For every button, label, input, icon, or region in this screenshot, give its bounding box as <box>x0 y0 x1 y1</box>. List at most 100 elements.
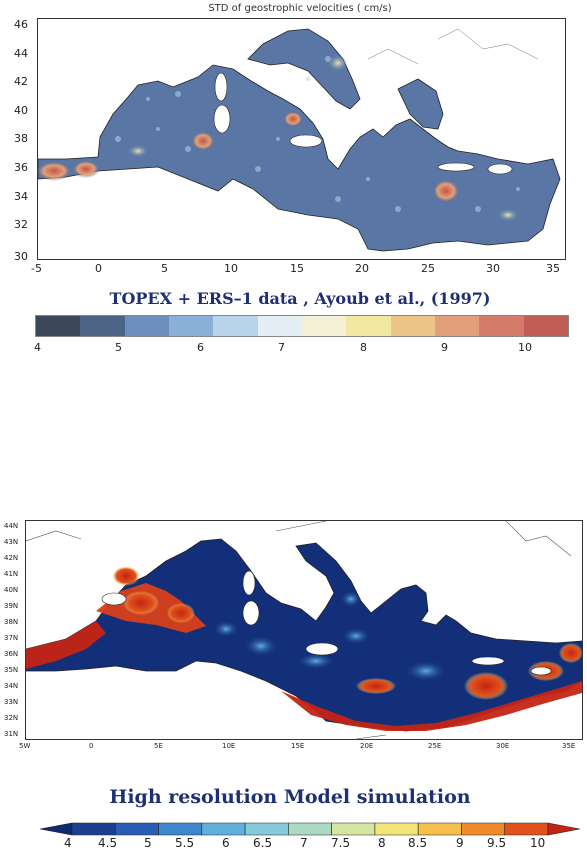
top-colorbar-label: 9 <box>441 341 448 354</box>
top-colorbar <box>35 315 569 337</box>
bottom-y-tick: 33N <box>4 698 19 706</box>
top-map-frame <box>37 18 566 260</box>
bottom-colorbar-label: 10 <box>530 836 546 850</box>
top-x-tick: 30 <box>486 262 500 275</box>
bottom-colorbar-label: 8.5 <box>408 836 428 850</box>
bottom-colorbar-swatch <box>158 822 203 836</box>
top-colorbar-swatch <box>213 316 258 336</box>
bottom-colorbar-swatch <box>288 822 332 836</box>
bottom-colorbar-label: 4 <box>64 836 72 850</box>
bottom-colorbar-label: 9.5 <box>487 836 507 850</box>
top-colorbar-swatch <box>168 316 214 336</box>
top-x-tick: 35 <box>546 262 560 275</box>
top-hotspots <box>38 55 518 221</box>
bottom-y-tick: 37N <box>4 634 19 642</box>
bottom-x-tick: 5E <box>154 742 163 750</box>
bottom-y-tick: 41N <box>4 570 19 578</box>
top-y-tick: 34 <box>14 190 28 203</box>
top-sea-area <box>38 28 561 252</box>
top-islands <box>213 72 513 175</box>
top-colorbar-swatch <box>80 316 125 336</box>
top-x-tick: 0 <box>95 262 102 275</box>
top-colorbar-swatch <box>257 316 302 336</box>
bottom-y-tick: 31N <box>4 730 19 738</box>
bottom-x-tick: 35E <box>562 742 576 750</box>
top-colorbar-label: 6 <box>197 341 204 354</box>
bottom-y-tick: 35N <box>4 666 19 674</box>
bottom-colorbar-label: 8 <box>378 836 386 850</box>
top-colorbar-label: 5 <box>115 341 122 354</box>
top-colorbar-label: 10 <box>518 341 532 354</box>
top-map-title: STD of geostrophic velocities ( cm/s) <box>208 3 392 14</box>
bottom-colorbar-swatch <box>39 822 73 836</box>
top-colorbar-swatch <box>301 316 347 336</box>
top-speckles <box>115 56 520 212</box>
top-x-tick: -5 <box>31 262 42 275</box>
top-y-tick: 32 <box>14 218 28 231</box>
bottom-colorbar-label: 5.5 <box>175 836 195 850</box>
top-colorbar-swatch <box>124 316 169 336</box>
bottom-colorbar-swatch <box>244 822 289 836</box>
top-colorbar-label: 4 <box>34 341 41 354</box>
top-colorbar-label: 8 <box>360 341 367 354</box>
bottom-map-frame <box>25 520 583 740</box>
bottom-y-tick: 42N <box>4 554 19 562</box>
bottom-colorbar-swatch <box>114 822 159 836</box>
top-x-tick: 25 <box>421 262 435 275</box>
bottom-caption: High resolution Model simulation <box>109 786 471 808</box>
top-x-tick: 20 <box>355 262 369 275</box>
bottom-cyan-eddies <box>214 591 446 681</box>
bottom-colorbar-label: 4.5 <box>98 836 118 850</box>
top-x-tick: 15 <box>290 262 304 275</box>
bottom-y-tick: 40N <box>4 586 19 594</box>
bottom-colorbar-swatch <box>547 822 581 836</box>
bottom-islands <box>101 570 552 676</box>
bottom-colorbar-swatch <box>374 822 419 836</box>
bottom-x-tick: 5W <box>19 742 31 750</box>
bottom-y-tick: 36N <box>4 650 19 658</box>
top-colorbar-swatch <box>479 316 524 336</box>
bottom-colorbar-label: 7.5 <box>331 836 351 850</box>
bottom-y-tick: 34N <box>4 682 19 690</box>
bottom-x-tick: 25E <box>428 742 442 750</box>
bottom-x-tick: 15E <box>291 742 305 750</box>
bottom-colorbar-label: 5 <box>144 836 152 850</box>
bottom-hotspots <box>112 566 582 700</box>
bottom-colorbar-swatch <box>504 822 549 836</box>
top-x-tick: 5 <box>161 262 168 275</box>
bottom-colorbar <box>39 822 581 836</box>
bottom-x-tick: 0 <box>89 742 94 750</box>
bottom-colorbar-label: 6 <box>222 836 230 850</box>
top-colorbar-swatch <box>434 316 480 336</box>
top-y-tick: 46 <box>14 18 28 31</box>
top-colorbar-swatch <box>523 316 568 336</box>
bottom-colorbar-label: 6.5 <box>253 836 273 850</box>
top-caption: TOPEX + ERS–1 data , Ayoub et al., (1997… <box>109 289 491 308</box>
bottom-colorbar-swatch <box>461 822 506 836</box>
top-map-sea-field <box>38 28 561 252</box>
bottom-colorbar-swatch <box>331 822 376 836</box>
top-land-borders <box>367 28 539 65</box>
bottom-colorbar-swatch <box>71 822 116 836</box>
top-x-tick: 10 <box>224 262 238 275</box>
top-y-tick: 44 <box>14 47 28 60</box>
bottom-y-tick: 38N <box>4 618 19 626</box>
bottom-colorbar-label: 7 <box>300 836 308 850</box>
bottom-land-borders <box>26 521 572 739</box>
bottom-y-tick: 43N <box>4 538 19 546</box>
top-y-tick: 40 <box>14 104 28 117</box>
top-y-tick: 42 <box>14 75 28 88</box>
top-colorbar-swatch <box>346 316 391 336</box>
bottom-y-tick: 44N <box>4 522 19 530</box>
bottom-x-tick: 30E <box>496 742 510 750</box>
bottom-x-tick: 10E <box>222 742 236 750</box>
top-y-tick: 38 <box>14 132 28 145</box>
top-y-tick: 30 <box>14 250 28 263</box>
bottom-y-tick: 39N <box>4 602 19 610</box>
bottom-sea-area <box>26 538 582 732</box>
bottom-x-tick: 20E <box>360 742 374 750</box>
bottom-colorbar-swatch <box>417 822 462 836</box>
top-colorbar-label: 7 <box>278 341 285 354</box>
bottom-colorbar-swatch <box>201 822 246 836</box>
top-colorbar-swatch <box>390 316 435 336</box>
